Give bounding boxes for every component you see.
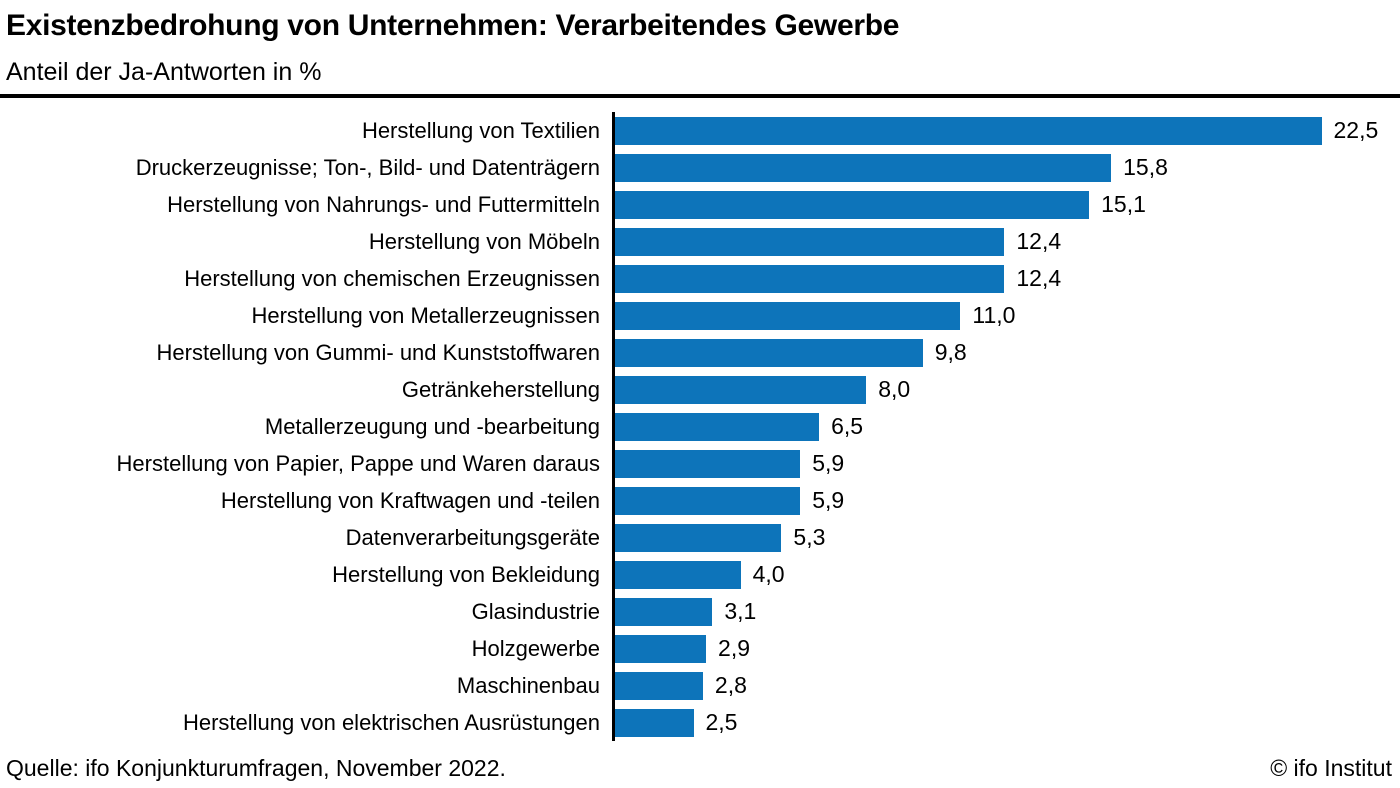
category-label: Holzgewerbe	[471, 635, 600, 661]
bar-row: Herstellung von Textilien 22,5	[0, 112, 1400, 149]
chart-title: Existenzbedrohung von Unternehmen: Verar…	[6, 9, 900, 42]
bar-row: Herstellung von Möbeln 12,4	[0, 223, 1400, 260]
value-label: 2,9	[718, 635, 751, 661]
category-label: Druckerzeugnisse; Ton-, Bild- und Datent…	[135, 154, 600, 180]
bar-row: Druckerzeugnisse; Ton-, Bild- und Datent…	[0, 149, 1400, 186]
category-label: Datenverarbeitungsgeräte	[345, 524, 600, 550]
value-label: 12,4	[1016, 265, 1062, 291]
bar-area: 2,5	[612, 704, 1400, 741]
chart-footer: Quelle: ifo Konjunkturumfragen, November…	[6, 755, 1392, 782]
value-label: 5,9	[812, 450, 845, 476]
value-label: 2,8	[714, 672, 747, 698]
bar-row: Herstellung von chemischen Erzeugnissen 1…	[0, 260, 1400, 297]
bar-row: Herstellung von Bekleidung 4,0	[0, 556, 1400, 593]
bar-rows: Herstellung von Textilien 22,5 Druckerzeug…	[0, 112, 1400, 741]
chart-header: Existenzbedrohung von Unternehmen: Verar…	[0, 0, 1400, 86]
bar-area: 2,8	[612, 667, 1400, 704]
bar-area: 5,9	[612, 482, 1400, 519]
header-divider	[0, 94, 1400, 98]
bar-row: Herstellung von Nahrungs- und Futtermitt…	[0, 186, 1400, 223]
source-note: Quelle: ifo Konjunkturumfragen, November…	[6, 755, 506, 781]
bar-area: 6,5	[612, 408, 1400, 445]
bar-area: 15,8	[612, 149, 1400, 186]
bar	[615, 190, 1090, 219]
bar-area: 12,4	[612, 260, 1400, 297]
bar	[615, 301, 961, 330]
value-label: 3,1	[724, 598, 757, 624]
bar	[615, 412, 820, 441]
bar	[615, 708, 694, 737]
bar-row: Herstellung von Papier, Pappe und Waren …	[0, 445, 1400, 482]
category-label: Herstellung von Textilien	[361, 117, 600, 143]
bar-row: Herstellung von Gummi- und Kunststoffwar…	[0, 334, 1400, 371]
bar	[615, 634, 707, 663]
bar	[615, 338, 923, 367]
category-label: Glasindustrie	[471, 598, 600, 624]
bar-area: 2,9	[612, 630, 1400, 667]
bar-row: Holzgewerbe 2,9	[0, 630, 1400, 667]
value-label: 2,5	[705, 709, 738, 735]
category-label: Herstellung von Nahrungs- und Futtermitt…	[167, 191, 600, 217]
bar-chart: Herstellung von Textilien 22,5 Druckerzeug…	[0, 112, 1400, 741]
bar-row: Maschinenbau 2,8	[0, 667, 1400, 704]
bar-area: 9,8	[612, 334, 1400, 371]
value-label: 15,8	[1123, 154, 1168, 180]
bar-area: 3,1	[612, 593, 1400, 630]
category-label: Herstellung von elektrischen Ausrüstunge…	[182, 709, 600, 735]
value-label: 6,5	[831, 413, 864, 439]
value-label: 15,1	[1101, 191, 1146, 217]
bar	[615, 227, 1005, 256]
bar-area: 22,5	[612, 112, 1400, 149]
value-label: 5,9	[812, 487, 845, 513]
bar	[615, 264, 1005, 293]
category-label: Maschinenbau	[456, 672, 600, 698]
bar-row: Metallerzeugung und -bearbeitung 6,5	[0, 408, 1400, 445]
value-label: 22,5	[1333, 117, 1379, 143]
bar-row: Herstellung von Metallerzeugnissen 11,0	[0, 297, 1400, 334]
bar-row: Glasindustrie 3,1	[0, 593, 1400, 630]
bar-area: 5,3	[612, 519, 1400, 556]
bar	[615, 523, 782, 552]
category-label: Herstellung von Möbeln	[368, 228, 600, 254]
bar	[615, 560, 741, 589]
bar-row: Herstellung von elektrischen Ausrüstunge…	[0, 704, 1400, 741]
category-label: Herstellung von Bekleidung	[332, 561, 600, 587]
bar-row: Herstellung von Kraftwagen und -teilen 5,…	[0, 482, 1400, 519]
bar	[615, 116, 1322, 145]
value-label: 5,3	[793, 524, 826, 550]
bar	[615, 671, 703, 700]
bar-row: Getränkeherstellung 8,0	[0, 371, 1400, 408]
category-label: Getränkeherstellung	[401, 376, 600, 402]
category-label: Metallerzeugung und -bearbeitung	[264, 413, 600, 439]
bar-area: 11,0	[612, 297, 1400, 334]
value-label: 11,0	[972, 302, 1016, 328]
bar	[615, 597, 713, 626]
value-label: 12,4	[1016, 228, 1062, 254]
bar	[615, 153, 1112, 182]
bar-area: 4,0	[612, 556, 1400, 593]
copyright-note: © ifo Institut	[1270, 755, 1392, 781]
bar-area: 15,1	[612, 186, 1400, 223]
category-label: Herstellung von chemischen Erzeugnissen	[184, 265, 600, 291]
bar	[615, 486, 801, 515]
value-label: 8,0	[878, 376, 911, 402]
category-label: Herstellung von Kraftwagen und -teilen	[220, 487, 600, 513]
category-label: Herstellung von Gummi- und Kunststoffwar…	[156, 339, 600, 365]
value-label: 4,0	[752, 561, 785, 587]
bar-area: 5,9	[612, 445, 1400, 482]
bar-area: 12,4	[612, 223, 1400, 260]
bar-row: Datenverarbeitungsgeräte 5,3	[0, 519, 1400, 556]
category-label: Herstellung von Papier, Pappe und Waren …	[116, 450, 600, 476]
bar-area: 8,0	[612, 371, 1400, 408]
bar	[615, 375, 867, 404]
chart-subtitle: Anteil der Ja-Antworten in %	[6, 58, 322, 86]
category-label: Herstellung von Metallerzeugnissen	[251, 302, 600, 328]
value-label: 9,8	[934, 339, 967, 365]
bar	[615, 449, 801, 478]
